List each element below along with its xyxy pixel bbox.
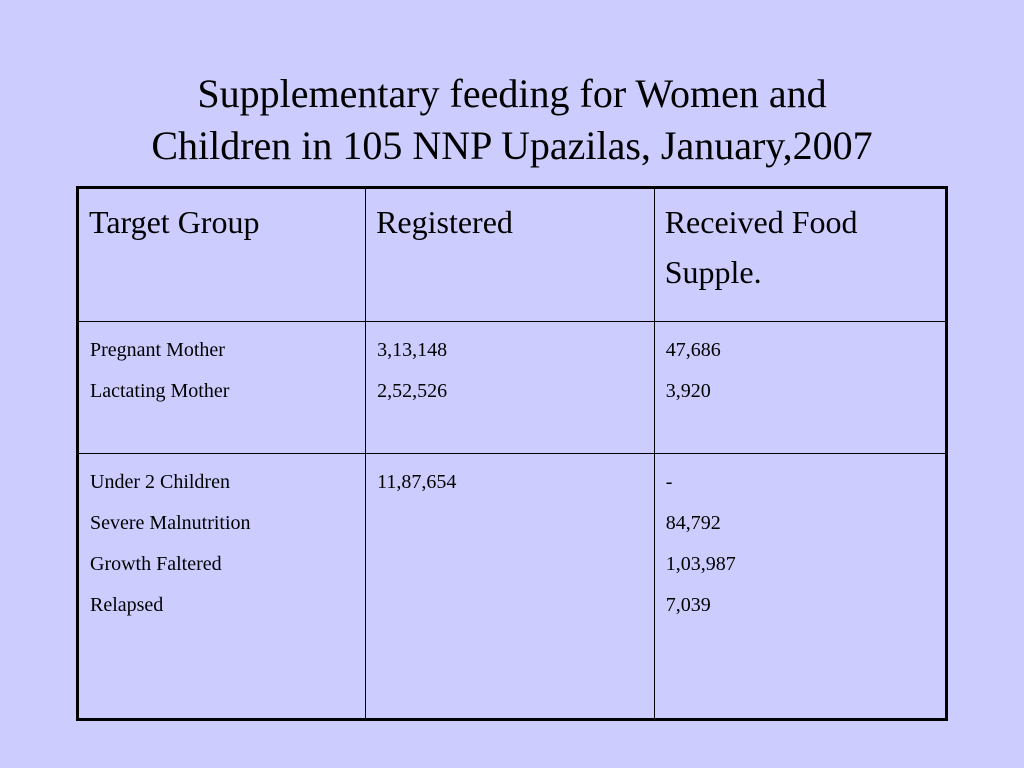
target-group-item: Pregnant Mother [90, 339, 225, 361]
target-group-item: Severe Malnutrition [90, 512, 251, 534]
header-cell-target-group: Target Group [76, 187, 367, 322]
target-group-item: Relapsed [90, 594, 164, 616]
cell-registered: 3,13,148 2,52,526 [365, 321, 655, 454]
cell-registered: 11,87,654 [365, 453, 655, 720]
received-value: 7,039 [665, 594, 711, 616]
feeding-table: Target Group Registered Received Food Su… [76, 186, 948, 721]
received-value: - [665, 471, 673, 493]
slide-title-line-1: Supplementary feeding for Women and [197, 71, 827, 116]
target-group-list: Pregnant Mother Lactating Mother [79, 322, 365, 412]
registered-list: 11,87,654 [366, 454, 654, 503]
table-row: Under 2 Children Severe Malnutrition Gro… [76, 453, 948, 720]
table-header-row: Target Group Registered Received Food Su… [76, 187, 948, 322]
header-received: Received Food Supple. [655, 189, 945, 297]
target-group-item: Lactating Mother [90, 380, 230, 402]
received-value: 47,686 [665, 339, 721, 361]
header-received-line-2: Supple. [664, 254, 762, 290]
registered-list: 3,13,148 2,52,526 [366, 322, 654, 412]
header-cell-received: Received Food Supple. [653, 187, 948, 322]
slide-title: Supplementary feeding for Women and Chil… [0, 68, 1024, 172]
header-received-line-1: Received Food [664, 204, 858, 240]
received-value: 84,792 [665, 512, 721, 534]
received-list: 47,686 3,920 [655, 322, 945, 412]
header-registered: Registered [376, 204, 513, 240]
header-cell-registered: Registered [365, 187, 655, 322]
target-group-item: Under 2 Children [90, 471, 230, 493]
target-group-list: Under 2 Children Severe Malnutrition Gro… [79, 454, 365, 626]
received-value: 1,03,987 [665, 553, 736, 575]
received-value: 3,920 [665, 380, 711, 402]
cell-received: 47,686 3,920 [653, 321, 948, 454]
target-group-item: Growth Faltered [90, 553, 222, 575]
cell-received: - 84,792 1,03,987 7,039 [653, 453, 948, 720]
registered-value: 3,13,148 [377, 339, 448, 361]
registered-value: 2,52,526 [377, 380, 448, 402]
header-target-group: Target Group [89, 204, 260, 240]
cell-target-group: Pregnant Mother Lactating Mother [76, 321, 367, 454]
received-list: - 84,792 1,03,987 7,039 [655, 454, 945, 626]
slide-title-line-2: Children in 105 NNP Upazilas, January,20… [151, 123, 873, 168]
table-row: Pregnant Mother Lactating Mother 3,13,14… [76, 321, 948, 454]
cell-target-group: Under 2 Children Severe Malnutrition Gro… [76, 453, 367, 720]
registered-value: 11,87,654 [377, 471, 457, 493]
